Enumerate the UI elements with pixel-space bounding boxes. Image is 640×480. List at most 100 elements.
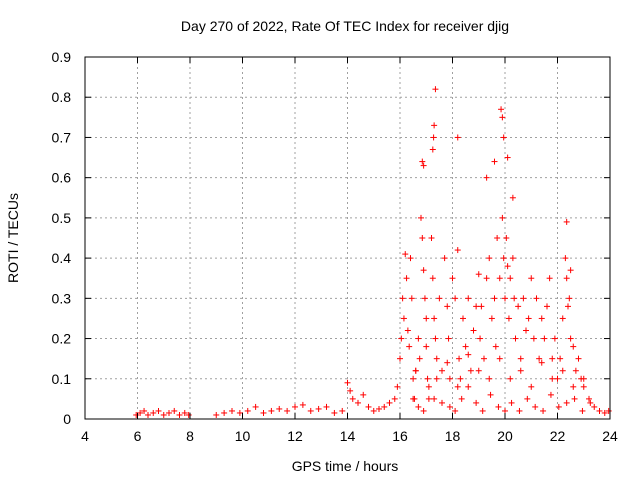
data-point [407,255,414,262]
data-point [229,407,235,414]
data-point [349,395,356,402]
axis-ticks: 4 6 8 10 12 14 16 18 20 22 24 0 0.1 0.2 0.3 0.4 0.5 0.6 0.… [52,49,618,444]
data-point [492,343,499,350]
data-point [563,218,570,225]
data-point [520,295,527,302]
data-point [467,367,474,374]
data-point [419,158,426,165]
grid-lines [85,57,610,419]
data-point [452,407,459,414]
data-point [431,395,438,402]
data-point [502,407,508,414]
data-point [456,355,463,362]
data-point [462,343,469,350]
data-point [441,255,448,262]
data-point [221,409,228,416]
data-point [525,315,532,322]
data-point [145,411,151,418]
data-point [496,355,503,362]
y-tick-label: 0.8 [52,89,72,105]
data-point [562,255,569,262]
data-point [410,395,417,402]
data-point [563,275,570,282]
x-axis-label: GPS time / hours [292,458,399,474]
data-point [449,275,456,282]
data-point [528,275,535,282]
data-point [244,407,251,414]
data-point [549,355,556,362]
data-point [444,359,451,366]
data-point [446,375,453,382]
y-tick-label: 0.3 [52,290,72,306]
data-point [491,295,498,302]
data-point [495,403,502,410]
x-tick-label: 14 [340,428,356,444]
data-point [509,255,516,262]
data-point [408,295,415,302]
data-point [307,407,314,414]
data-point [530,335,537,342]
data-point [517,355,524,362]
data-point [536,355,543,362]
data-point [566,295,573,302]
data-point [347,387,354,394]
x-tick-label: 10 [235,428,251,444]
data-point [391,395,398,402]
data-point [428,235,435,241]
data-point [580,375,587,382]
data-point [133,411,140,418]
data-point [268,407,275,414]
data-point [465,351,472,358]
data-point [403,275,410,282]
data-points [133,86,612,418]
data-point [376,405,382,412]
data-point [544,303,550,310]
data-point [483,174,490,181]
data-point [601,409,608,416]
data-point [563,399,570,406]
data-point [444,303,451,310]
data-point [213,411,220,418]
data-point [565,303,571,310]
x-tick-label: 16 [392,428,408,444]
data-point [410,375,417,382]
data-point [420,162,427,169]
data-point [538,359,545,366]
data-point [499,114,506,121]
data-point [176,411,183,418]
chart-title: Day 270 of 2022, Rate Of TEC Index for r… [181,18,509,34]
data-point [400,315,407,322]
data-point [432,86,439,93]
data-point [141,407,148,414]
data-point [523,327,529,334]
data-point [587,399,594,406]
data-point [538,315,545,322]
x-tick-label: 18 [445,428,461,444]
data-point [586,395,592,402]
data-point [567,267,574,274]
data-point [415,335,422,342]
data-point [181,409,188,416]
data-point [419,235,426,241]
data-point [481,355,487,362]
data-point [252,403,259,410]
data-point [418,214,424,221]
data-point [546,275,553,282]
data-point [402,251,409,258]
data-point [355,399,361,406]
data-point [436,295,443,302]
data-point [160,411,167,418]
data-point [475,271,482,278]
data-point [528,383,535,390]
data-point [439,399,445,406]
data-point [445,335,452,342]
data-point [429,275,436,282]
data-point [579,407,586,414]
data-point [483,275,490,282]
data-point [360,391,367,398]
data-point [504,263,511,270]
data-point [596,407,603,414]
data-point [412,367,419,374]
data-point [540,407,547,414]
data-point [423,343,430,350]
